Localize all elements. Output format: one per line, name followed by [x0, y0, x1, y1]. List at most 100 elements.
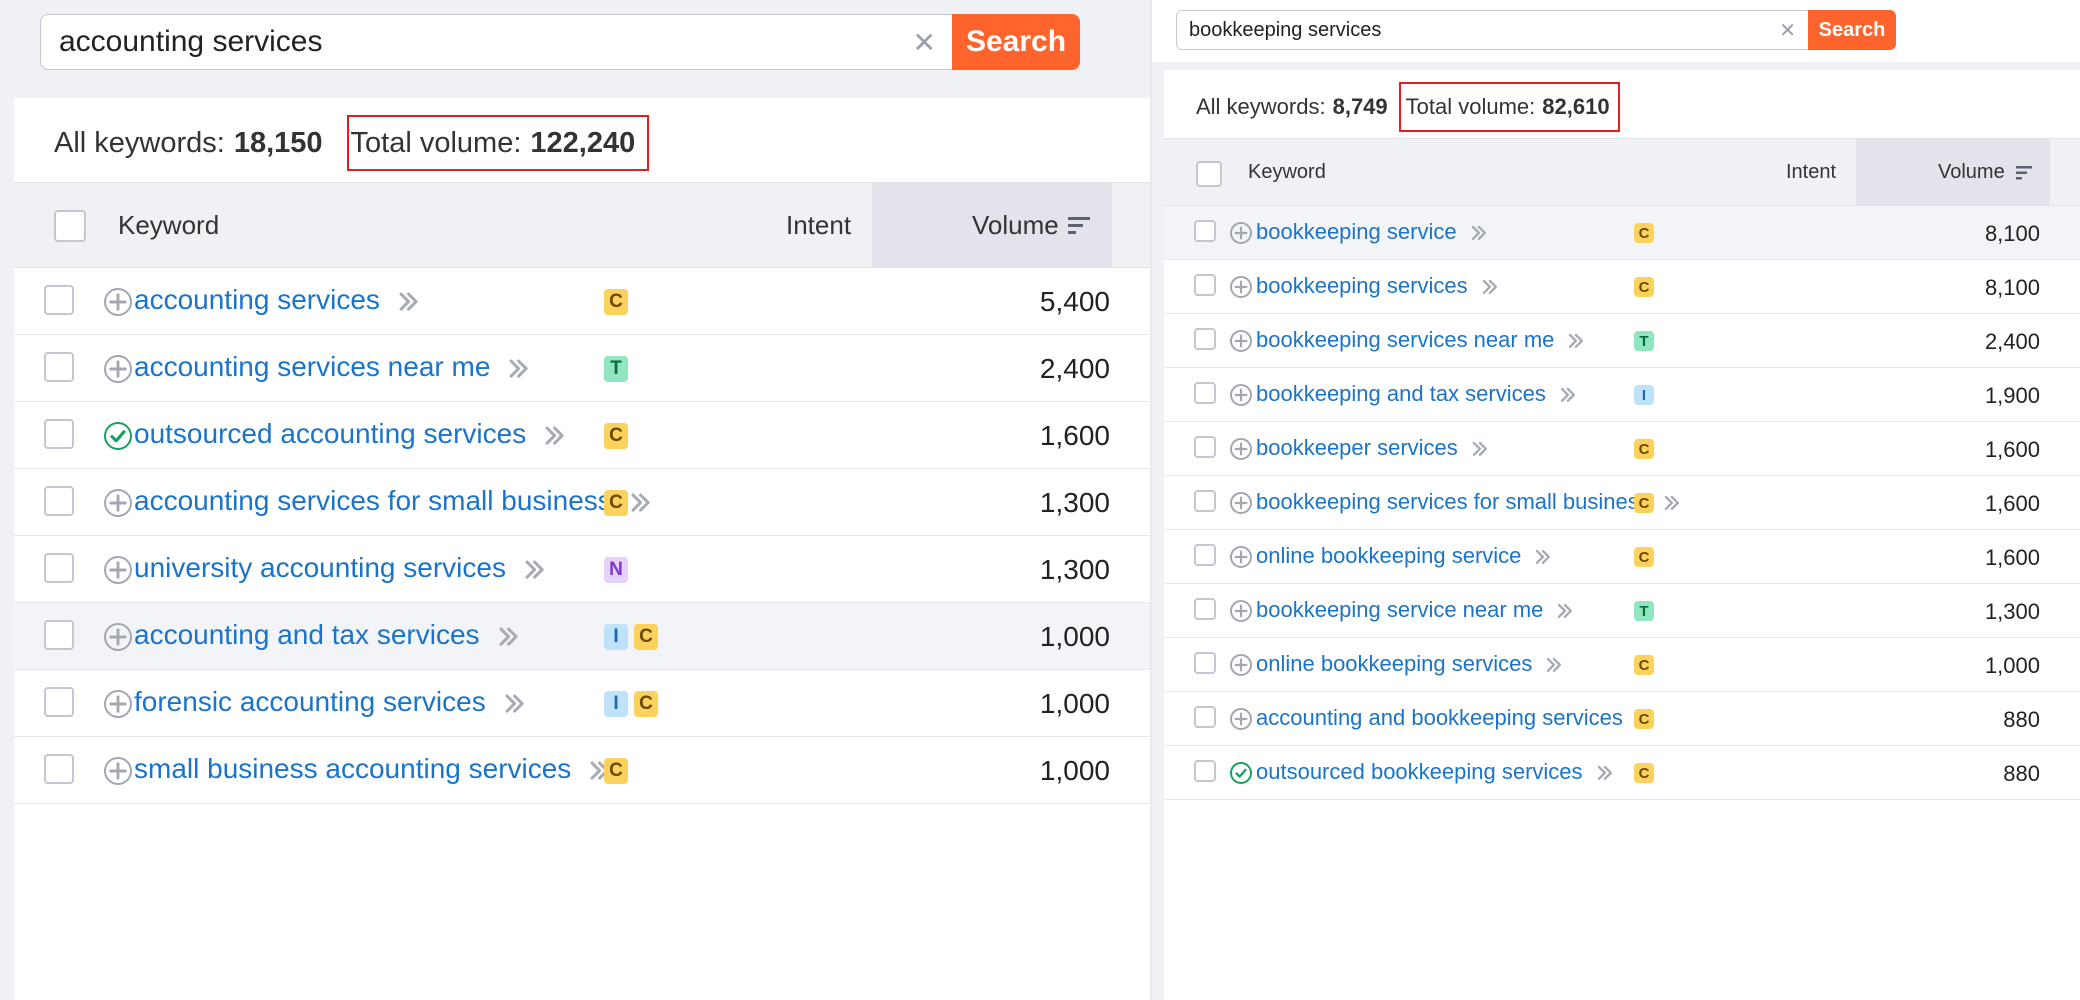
keyword-link[interactable]: forensic accounting services: [134, 686, 486, 718]
select-all-checkbox[interactable]: [54, 210, 86, 242]
keyword-link[interactable]: outsourced accounting services: [134, 418, 527, 450]
clear-search-icon[interactable]: ✕: [1779, 19, 1796, 42]
keyword-link[interactable]: accounting and tax services: [134, 619, 480, 651]
clear-search-icon[interactable]: ✕: [912, 26, 936, 58]
column-volume[interactable]: Volume: [972, 210, 1059, 240]
add-to-list-icon[interactable]: [104, 354, 132, 383]
keyword-details-icon[interactable]: [1555, 601, 1575, 621]
row-checkbox[interactable]: [1194, 544, 1216, 566]
add-to-list-icon[interactable]: [1230, 384, 1252, 406]
row-checkbox[interactable]: [44, 686, 74, 717]
keyword-link[interactable]: bookkeeping services: [1256, 273, 1468, 299]
row-checkbox[interactable]: [44, 485, 74, 516]
keyword-details-icon[interactable]: [1566, 331, 1586, 351]
add-to-list-icon[interactable]: [104, 287, 132, 316]
column-keyword[interactable]: Keyword: [1248, 161, 1326, 183]
search-button[interactable]: Search: [952, 14, 1080, 70]
keyword-link[interactable]: bookkeeping and tax services: [1256, 381, 1546, 407]
keyword-details-icon[interactable]: [506, 356, 531, 381]
keyword-link[interactable]: bookkeeping services near me: [1256, 327, 1555, 353]
added-check-icon[interactable]: [104, 421, 132, 450]
keyword-link[interactable]: small business accounting services: [134, 753, 572, 785]
add-to-list-icon[interactable]: [1230, 654, 1252, 676]
add-to-list-icon[interactable]: [1230, 600, 1252, 622]
keyword-details-icon[interactable]: [1662, 493, 1682, 513]
keyword-details-icon[interactable]: [542, 423, 567, 448]
keyword-details-icon[interactable]: [522, 557, 547, 582]
add-to-list-icon[interactable]: [1230, 330, 1252, 352]
keyword-link[interactable]: online bookkeeping services: [1256, 651, 1533, 677]
add-to-list-icon[interactable]: [104, 756, 132, 785]
search-input[interactable]: bookkeeping services ✕: [1176, 10, 1808, 50]
search-button[interactable]: Search: [1808, 10, 1896, 50]
table-row: accounting and tax services I C 1,000: [14, 603, 1150, 670]
keyword-details-icon[interactable]: [1544, 655, 1564, 675]
add-to-list-icon[interactable]: [1230, 708, 1252, 730]
intent-badge: C: [604, 489, 628, 516]
keyword-link[interactable]: outsourced bookkeeping services: [1256, 759, 1583, 785]
keyword-details-icon[interactable]: [496, 624, 521, 649]
select-all-checkbox[interactable]: [1196, 161, 1222, 187]
add-to-list-icon[interactable]: [104, 488, 132, 517]
panel-divider: [1150, 0, 1152, 1000]
add-to-list-icon[interactable]: [104, 555, 132, 584]
keyword-link[interactable]: accounting and bookkeeping services: [1256, 705, 1623, 731]
all-keywords-count: 8,749: [1332, 94, 1388, 119]
column-volume[interactable]: Volume: [1938, 161, 2005, 183]
column-intent[interactable]: Intent: [1786, 161, 1837, 183]
row-checkbox[interactable]: [44, 619, 74, 650]
sort-icon[interactable]: [2014, 163, 2034, 183]
total-volume-highlight: Total volume: 82,610: [1398, 82, 1620, 132]
keyword-details-icon[interactable]: [1470, 439, 1490, 459]
keyword-link[interactable]: bookkeeping services for small business: [1256, 489, 1650, 515]
column-intent[interactable]: Intent: [786, 210, 852, 240]
row-checkbox[interactable]: [1194, 328, 1216, 350]
add-to-list-icon[interactable]: [1230, 546, 1252, 568]
volume-value: 1,600: [1984, 544, 2040, 570]
keyword-details-icon[interactable]: [1469, 223, 1489, 243]
column-keyword[interactable]: Keyword: [118, 210, 220, 240]
add-to-list-icon[interactable]: [1230, 492, 1252, 514]
add-to-list-icon[interactable]: [1230, 222, 1252, 244]
keyword-link[interactable]: accounting services: [134, 284, 380, 316]
table-row: online bookkeeping service C 1,600: [1164, 530, 2080, 584]
keyword-details-icon[interactable]: [396, 289, 421, 314]
keyword-details-icon[interactable]: [1558, 385, 1578, 405]
intent-badge: I: [604, 623, 628, 650]
row-checkbox[interactable]: [44, 351, 74, 382]
row-checkbox[interactable]: [1194, 382, 1216, 404]
keyword-details-icon[interactable]: [502, 691, 527, 716]
keyword-details-icon[interactable]: [1533, 547, 1553, 567]
keyword-link[interactable]: bookkeeping service near me: [1256, 597, 1544, 623]
keyword-details-icon[interactable]: [1595, 763, 1615, 783]
row-checkbox[interactable]: [1194, 652, 1216, 674]
add-to-list-icon[interactable]: [1230, 276, 1252, 298]
row-checkbox[interactable]: [44, 284, 74, 315]
row-checkbox[interactable]: [1194, 220, 1216, 242]
row-checkbox[interactable]: [44, 418, 74, 449]
row-checkbox[interactable]: [1194, 490, 1216, 512]
keyword-link[interactable]: bookkeeping service: [1256, 219, 1457, 245]
row-checkbox[interactable]: [44, 552, 74, 583]
keyword-link[interactable]: accounting services near me: [134, 351, 491, 383]
keyword-link[interactable]: online bookkeeping service: [1256, 543, 1522, 569]
row-checkbox[interactable]: [1194, 274, 1216, 296]
add-to-list-icon[interactable]: [104, 622, 132, 651]
added-check-icon[interactable]: [1230, 762, 1252, 784]
total-volume-value: 122,240: [530, 126, 636, 159]
row-checkbox[interactable]: [1194, 436, 1216, 458]
intent-badges: C: [1634, 547, 1654, 567]
keyword-link[interactable]: accounting services for small business: [134, 485, 612, 517]
row-checkbox[interactable]: [44, 753, 74, 784]
row-checkbox[interactable]: [1194, 706, 1216, 728]
keyword-details-icon[interactable]: [628, 490, 653, 515]
keyword-link[interactable]: bookkeeper services: [1256, 435, 1458, 461]
row-checkbox[interactable]: [1194, 760, 1216, 782]
keyword-details-icon[interactable]: [1480, 277, 1500, 297]
keyword-link[interactable]: university accounting services: [134, 552, 506, 584]
row-checkbox[interactable]: [1194, 598, 1216, 620]
add-to-list-icon[interactable]: [104, 689, 132, 718]
search-input[interactable]: accounting services ✕: [40, 14, 952, 70]
add-to-list-icon[interactable]: [1230, 438, 1252, 460]
sort-icon[interactable]: [1066, 213, 1092, 239]
